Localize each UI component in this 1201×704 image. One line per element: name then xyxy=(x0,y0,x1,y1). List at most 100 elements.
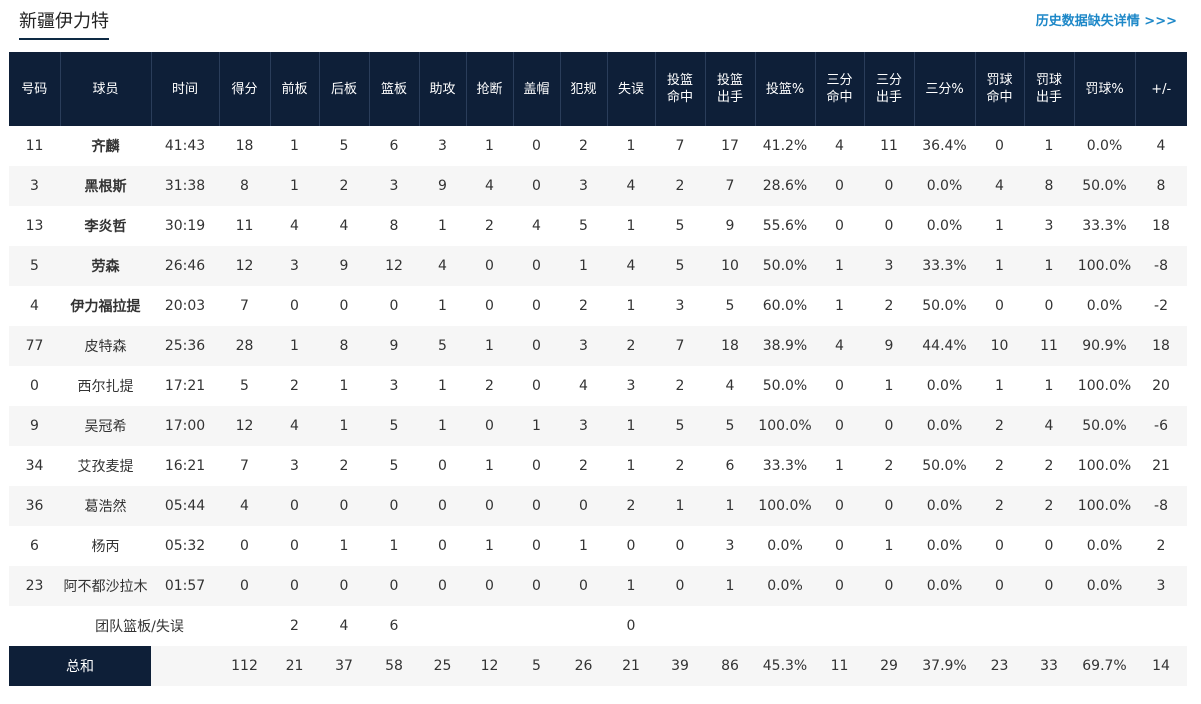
stat-cell-oreb: 0 xyxy=(270,286,319,326)
stat-cell-pts: 28 xyxy=(219,326,270,366)
player-row: 4 伊力福拉提 20:03 7 0 0 0 1 0 0 2 1 3 5 60.0% 1 2 50.0% 0 0 0.0%… xyxy=(9,286,1187,326)
stat-cell-dreb: 1 xyxy=(319,526,369,566)
stat-cell-fgp: 60.0% xyxy=(755,286,815,326)
total-stat-blk: 5 xyxy=(513,646,560,686)
stat-cell-pm: 20 xyxy=(1135,366,1187,406)
stat-cell-dreb: 1 xyxy=(319,366,369,406)
stat-cell-ftm: 1 xyxy=(975,246,1024,286)
player-row: 36 葛浩然 05:44 4 0 0 0 0 0 0 0 2 1 1 100.0% 0 0 0.0% 2 2 100.0… xyxy=(9,486,1187,526)
stat-cell-pf: 2 xyxy=(560,286,607,326)
stat-cell-pf: 2 xyxy=(560,126,607,166)
stat-cell-reb: 9 xyxy=(369,326,419,366)
stat-cell-tov: 4 xyxy=(607,246,655,286)
empty-cell xyxy=(815,606,864,646)
stat-cell-ftm: 0 xyxy=(975,526,1024,566)
stat-cell-tpm: 0 xyxy=(815,166,864,206)
stat-cell-no: 0 xyxy=(9,366,60,406)
stat-cell-ast: 0 xyxy=(419,486,466,526)
stat-cell-ftp: 0.0% xyxy=(1074,566,1135,606)
team-row-label: 团队篮板/失误 xyxy=(60,606,219,646)
total-stat-fgm: 39 xyxy=(655,646,705,686)
stat-cell-blk: 0 xyxy=(513,446,560,486)
stat-cell-ftp: 100.0% xyxy=(1074,366,1135,406)
stat-cell-reb: 3 xyxy=(369,366,419,406)
stat-cell-ftp: 100.0% xyxy=(1074,246,1135,286)
stat-cell-fgm: 5 xyxy=(655,206,705,246)
stat-cell-tpp: 33.3% xyxy=(914,246,975,286)
stat-cell-blk: 0 xyxy=(513,486,560,526)
player-row: 13 李炎哲 30:19 11 4 4 8 1 2 4 5 1 5 9 55.6% 0 0 0.0% 1 3 33.3%… xyxy=(9,206,1187,246)
stat-cell-fgp: 100.0% xyxy=(755,406,815,446)
stat-cell-pf: 3 xyxy=(560,166,607,206)
stat-cell-fga: 1 xyxy=(705,566,755,606)
column-header: 后板 xyxy=(319,52,370,126)
stat-cell-pm: 2 xyxy=(1135,526,1187,566)
total-stat-tpm: 11 xyxy=(815,646,864,686)
stat-cell-dreb: 0 xyxy=(319,286,369,326)
stat-cell-ast: 3 xyxy=(419,126,466,166)
team-stat-reb: 6 xyxy=(369,606,419,646)
player-row: 23 阿不都沙拉木 01:57 0 0 0 0 0 0 0 0 1 0 1 0.0% 0 0 0.0% 0 0 0.0%… xyxy=(9,566,1187,606)
stat-cell-tpp: 44.4% xyxy=(914,326,975,366)
stat-cell-no: 9 xyxy=(9,406,60,446)
box-score-table: 号码 球员 时间 得分 前板 后板 篮板 助攻 抢断 盖帽 犯规 失误 投篮 命中 投篮 出手 投篮% 三分 命中三… xyxy=(9,52,1187,686)
stat-cell-fgp: 50.0% xyxy=(755,366,815,406)
stat-cell-stl: 0 xyxy=(466,286,513,326)
stat-cell-tpm: 0 xyxy=(815,486,864,526)
stat-cell-blk: 0 xyxy=(513,526,560,566)
stat-cell-oreb: 1 xyxy=(270,166,319,206)
stat-cell-ftp: 50.0% xyxy=(1074,166,1135,206)
stat-cell-min: 25:36 xyxy=(151,326,219,366)
column-header: 投篮 命中 xyxy=(655,52,706,126)
stat-cell-pts: 0 xyxy=(219,526,270,566)
team-title-underline xyxy=(19,38,109,40)
stat-cell-ast: 0 xyxy=(419,526,466,566)
stat-cell-reb: 8 xyxy=(369,206,419,246)
player-name: 吴冠希 xyxy=(60,406,151,446)
stat-cell-min: 30:19 xyxy=(151,206,219,246)
stat-cell-ast: 0 xyxy=(419,446,466,486)
stat-cell-tpp: 0.0% xyxy=(914,206,975,246)
stat-cell-stl: 0 xyxy=(466,566,513,606)
stat-cell-oreb: 1 xyxy=(270,126,319,166)
total-stat-dreb: 37 xyxy=(319,646,369,686)
stat-cell-fgm: 3 xyxy=(655,286,705,326)
stat-cell-tpa: 0 xyxy=(864,166,914,206)
history-missing-link[interactable]: 历史数据缺失详情 >>> xyxy=(1035,14,1177,29)
stat-cell-fgm: 0 xyxy=(655,526,705,566)
stat-cell-ftp: 100.0% xyxy=(1074,486,1135,526)
empty-cell xyxy=(705,606,755,646)
stat-cell-tpa: 0 xyxy=(864,206,914,246)
stat-cell-fga: 7 xyxy=(705,166,755,206)
stat-cell-ast: 9 xyxy=(419,166,466,206)
stat-cell-tpm: 0 xyxy=(815,206,864,246)
stat-cell-ftm: 1 xyxy=(975,206,1024,246)
stat-cell-stl: 0 xyxy=(466,246,513,286)
stat-cell-tov: 1 xyxy=(607,446,655,486)
empty-cell xyxy=(513,606,560,646)
stat-cell-pts: 4 xyxy=(219,486,270,526)
stat-cell-tpp: 36.4% xyxy=(914,126,975,166)
stat-cell-tpp: 0.0% xyxy=(914,526,975,566)
stat-cell-tpm: 0 xyxy=(815,526,864,566)
stat-cell-pm: -2 xyxy=(1135,286,1187,326)
stat-cell-pm: 18 xyxy=(1135,326,1187,366)
player-row: 11 齐麟 41:43 18 1 5 6 3 1 0 2 1 7 17 41.2% 4 11 36.4% 0 1 0.0… xyxy=(9,126,1187,166)
stat-cell-tov: 1 xyxy=(607,206,655,246)
table-header-row: 号码 球员 时间 得分 前板 后板 篮板 助攻 抢断 盖帽 犯规 失误 投篮 命中 投篮 出手 投篮% 三分 命中三… xyxy=(9,52,1187,126)
stat-cell-oreb: 4 xyxy=(270,206,319,246)
total-stat-fta: 33 xyxy=(1024,646,1074,686)
stat-cell-pf: 2 xyxy=(560,446,607,486)
stat-cell-ftp: 0.0% xyxy=(1074,286,1135,326)
stat-cell-no: 13 xyxy=(9,206,60,246)
stat-cell-ftm: 0 xyxy=(975,566,1024,606)
stat-cell-pf: 5 xyxy=(560,206,607,246)
stat-cell-ftm: 10 xyxy=(975,326,1024,366)
stat-cell-ftp: 100.0% xyxy=(1074,446,1135,486)
column-header: +/- xyxy=(1135,52,1187,126)
stat-cell-pf: 0 xyxy=(560,486,607,526)
player-name: 阿不都沙拉木 xyxy=(60,566,151,606)
stat-cell-fga: 10 xyxy=(705,246,755,286)
stat-cell-fga: 18 xyxy=(705,326,755,366)
column-header: 前板 xyxy=(270,52,320,126)
